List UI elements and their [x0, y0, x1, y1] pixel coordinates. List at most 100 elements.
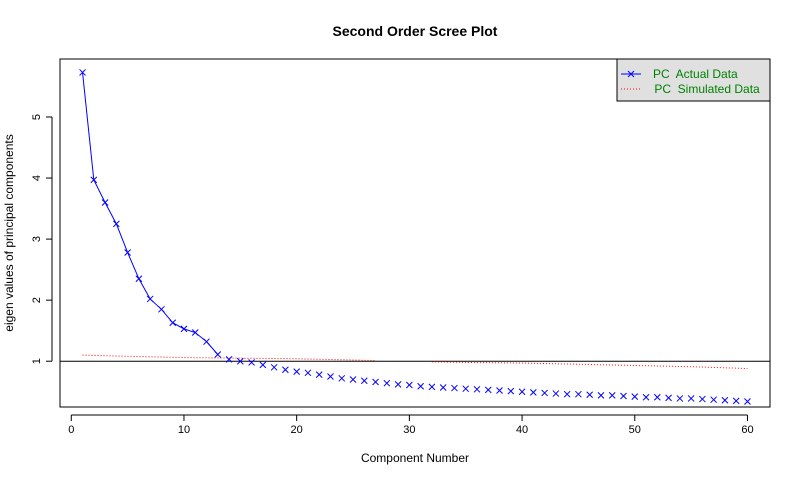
actual-data-point	[248, 359, 255, 366]
actual-data-point	[608, 392, 616, 399]
marker-stroke	[338, 374, 346, 382]
actual-data-point	[507, 387, 515, 395]
actual-data-point	[135, 275, 143, 283]
legend-simulated-label: PC Simulated Data	[651, 82, 760, 96]
actual-data-point	[349, 376, 357, 383]
marker-stroke	[642, 393, 650, 401]
actual-data-point	[439, 384, 447, 391]
actual-data-point	[473, 385, 481, 393]
marker-stroke	[112, 220, 120, 228]
marker-stroke	[529, 388, 537, 396]
legend-box	[616, 58, 771, 102]
actual-data-point	[169, 319, 177, 327]
marker-stroke	[203, 338, 210, 346]
y-axis-label: eigen values of principal components	[2, 134, 16, 331]
actual-data-point	[665, 394, 672, 402]
actual-data-point	[236, 357, 244, 365]
actual-data-point	[191, 329, 199, 336]
marker-stroke	[687, 395, 695, 402]
actual-data-point	[225, 356, 233, 363]
actual-data-point	[79, 69, 86, 76]
series-group	[79, 69, 751, 405]
actual-data-point	[90, 176, 98, 184]
marker-stroke	[270, 363, 278, 371]
marker-stroke	[699, 395, 706, 403]
actual-data-point	[710, 396, 718, 404]
x-tick-label: 50	[629, 424, 641, 436]
marker-stroke	[451, 384, 458, 392]
y-tick-label: 3	[31, 236, 43, 242]
actual-data-point	[744, 398, 751, 405]
legend: PC Actual Data PC Simulated Data	[616, 58, 771, 102]
marker-stroke	[597, 392, 605, 399]
x-tick-label: 10	[178, 424, 190, 436]
actual-data-point	[338, 374, 346, 382]
actual-data-point	[631, 393, 639, 400]
marker-stroke	[360, 377, 368, 385]
marker-stroke	[158, 305, 165, 313]
actual-data-point	[315, 371, 323, 378]
actual-data-point	[180, 325, 188, 333]
y-tick-label: 4	[31, 175, 43, 181]
legend-actual-marker	[627, 70, 635, 78]
y-tick-label: 2	[31, 297, 43, 303]
actual-data-point	[484, 386, 492, 394]
actual-data-point	[721, 396, 729, 404]
marker-stroke	[101, 199, 109, 206]
marker-stroke	[214, 351, 222, 358]
marker-stroke	[575, 390, 582, 398]
marker-stroke	[744, 398, 751, 405]
marker-stroke	[406, 381, 413, 389]
x-tick-label: 0	[68, 424, 74, 436]
actual-data-point	[597, 392, 605, 399]
x-tick-label: 30	[403, 424, 415, 436]
actual-data-point	[552, 390, 560, 397]
actual-data-point	[304, 369, 312, 377]
marker-stroke	[124, 249, 131, 256]
marker-stroke	[518, 388, 526, 396]
marker-stroke	[236, 357, 244, 365]
marker-stroke	[349, 376, 357, 383]
marker-stroke	[608, 392, 616, 399]
marker-stroke	[462, 385, 470, 393]
x-tick-label: 40	[516, 424, 528, 436]
actual-data-point	[732, 397, 740, 405]
marker-stroke	[259, 361, 267, 369]
simulated-series-line	[82, 354, 376, 362]
y-axis: 1 2 3 4 5	[31, 114, 53, 364]
x-tick-label: 20	[291, 424, 303, 436]
actual-data-point	[327, 373, 334, 380]
y-tick-label: 5	[31, 114, 43, 120]
x-axis-label: Component Number	[361, 451, 469, 465]
actual-data-point	[575, 390, 582, 398]
actual-data-point	[676, 395, 684, 402]
simulated-series-line	[431, 361, 748, 370]
marker-stroke	[282, 366, 289, 374]
marker-stroke	[394, 381, 402, 388]
x-tick-label: 60	[741, 424, 753, 436]
marker-stroke	[620, 392, 627, 400]
legend-actual-label: PC Actual Data	[653, 67, 738, 81]
actual-data-point	[642, 393, 650, 401]
marker-stroke	[631, 393, 639, 400]
marker-stroke	[79, 69, 86, 76]
marker-stroke	[473, 385, 481, 393]
y-tick-label: 1	[31, 358, 43, 364]
marker-stroke	[180, 325, 188, 333]
marker-stroke	[304, 369, 312, 377]
actual-series-line	[82, 72, 219, 355]
actual-data-point	[394, 381, 402, 388]
actual-data-point	[586, 391, 594, 399]
marker-stroke	[146, 295, 154, 303]
actual-data-point	[259, 361, 267, 369]
actual-data-point	[293, 368, 301, 375]
marker-stroke	[248, 359, 255, 366]
actual-data-point	[124, 249, 131, 256]
marker-stroke	[710, 396, 718, 404]
x-axis: 0 10 20 30 40 50 60	[68, 414, 754, 436]
marker-stroke	[507, 387, 515, 395]
actual-data-point	[529, 388, 537, 396]
actual-data-point	[417, 382, 424, 390]
actual-data-point	[360, 377, 368, 385]
plot-area-frame	[59, 58, 771, 408]
